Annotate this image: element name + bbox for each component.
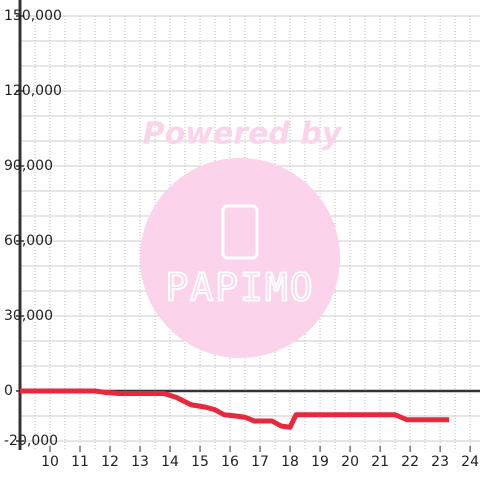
y-tick-label: 30,000 — [4, 308, 53, 324]
x-tick-label: 21 — [371, 454, 389, 470]
line — [20, 388, 450, 430]
x-tick-label: 22 — [401, 454, 419, 470]
x-tick-label: 23 — [431, 454, 449, 470]
x-tick-label: 12 — [101, 454, 119, 470]
y-tick-label: 60,000 — [4, 233, 53, 249]
x-tick-label: 19 — [311, 454, 329, 470]
x-tick-label: 20 — [341, 454, 359, 470]
watermark-icon — [221, 204, 259, 260]
watermark-text: Powered by — [143, 117, 343, 152]
x-tick-label: 16 — [221, 454, 239, 470]
watermark-logo: PAPIMO — [165, 266, 314, 310]
watermark: Powered by PAPIMO — [140, 117, 343, 358]
x-tick-label: 11 — [71, 454, 89, 470]
x-tick-label: 15 — [191, 454, 209, 470]
y-tick-label: 90,000 — [4, 158, 53, 174]
x-tick-label: 18 — [281, 454, 299, 470]
y-tick-label: -20,000 — [4, 433, 58, 449]
y-tick-label: 150,000 — [4, 8, 62, 24]
x-tick-label: 13 — [131, 454, 149, 470]
y-tick-label: 120,000 — [4, 83, 62, 99]
x-tick-label: 14 — [161, 454, 179, 470]
y-tick-label: 0 — [4, 383, 13, 399]
x-tick-label: 24 — [461, 454, 479, 470]
x-tick-label: 17 — [251, 454, 269, 470]
x-tick-label: 10 — [41, 454, 59, 470]
